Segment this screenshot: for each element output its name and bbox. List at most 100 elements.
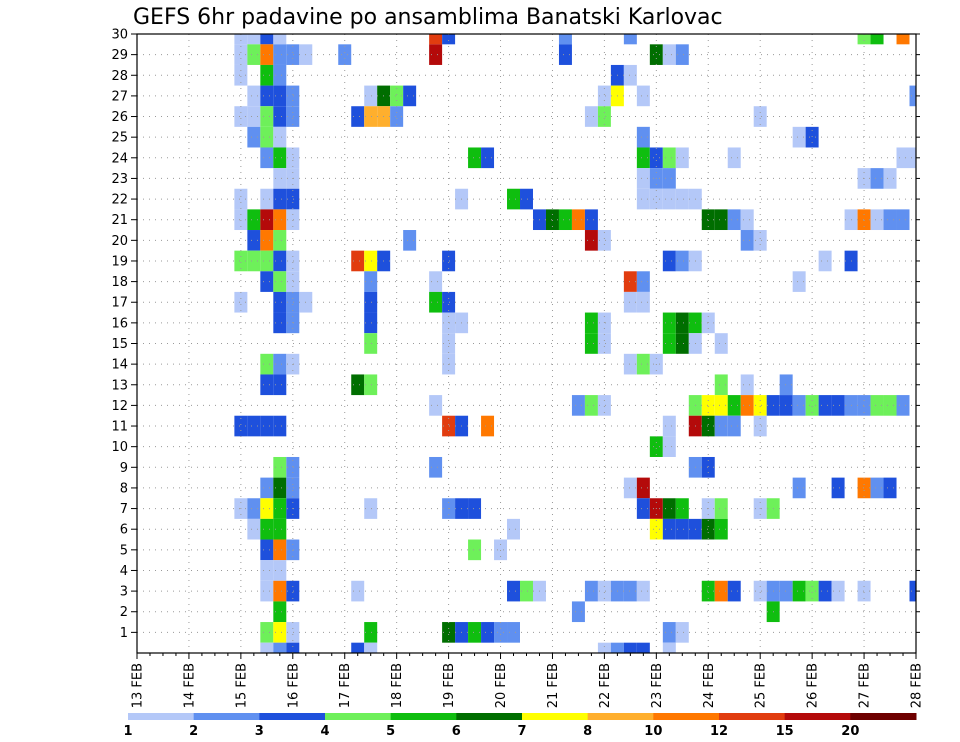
heatmap-cell [364, 642, 378, 653]
heatmap-cell [909, 85, 916, 107]
heatmap-cell [429, 271, 443, 292]
heatmap-cell [286, 44, 300, 65]
colorbar-label: 1 [123, 724, 132, 739]
heatmap-cell [260, 560, 274, 581]
x-tick-label: 18 FEB [390, 663, 405, 708]
heatmap-cell [247, 44, 261, 65]
heatmap-cell [779, 395, 793, 416]
heatmap-cell [247, 498, 261, 519]
heatmap-cell [273, 622, 287, 643]
heatmap-cell [597, 580, 611, 602]
heatmap-cell [623, 580, 637, 602]
x-tick-label: 14 FEB [182, 663, 197, 708]
x-tick-label: 26 FEB [806, 663, 821, 708]
y-tick-label: 21 [111, 213, 128, 228]
colorbar-segment [456, 713, 523, 720]
heatmap-cell [649, 436, 663, 457]
x-tick-label: 20 FEB [494, 663, 509, 708]
heatmap-cell [273, 209, 287, 231]
y-tick-label: 20 [111, 234, 128, 249]
heatmap-cell [714, 518, 728, 540]
heatmap-cell [247, 106, 261, 127]
x-tick-label: 19 FEB [442, 663, 457, 708]
y-tick-label: 9 [120, 461, 128, 476]
heatmap-cell [390, 85, 404, 107]
heatmap-cell [740, 374, 754, 396]
heatmap-cell [494, 622, 508, 643]
heatmap-cell [234, 106, 248, 127]
colorbar-label: 15 [776, 724, 794, 739]
x-tick-label: 15 FEB [234, 663, 249, 708]
heatmap-cell [727, 415, 741, 437]
heatmap-cell [429, 44, 443, 65]
heatmap-cell [896, 34, 910, 45]
heatmap-cell [234, 250, 248, 272]
heatmap-cell [701, 456, 715, 478]
heatmap-cell [636, 147, 650, 169]
y-tick-label: 27 [111, 89, 128, 104]
heatmap-cell [740, 230, 754, 251]
heatmap-cell [260, 85, 274, 107]
y-tick-label: 8 [120, 481, 128, 496]
heatmap-cell [442, 34, 456, 45]
heatmap-cell [701, 415, 715, 437]
heatmap-cell [364, 85, 378, 107]
heatmap-cell [260, 250, 274, 272]
heatmap-cell [468, 622, 482, 643]
heatmap-cell [273, 374, 287, 396]
y-tick-label: 28 [111, 69, 128, 84]
heatmap-cell [636, 580, 650, 602]
heatmap-cell [675, 250, 689, 272]
heatmap-cell [338, 44, 352, 65]
heatmap-cell [727, 395, 741, 416]
heatmap-cell [636, 291, 650, 313]
heatmap-cell [753, 106, 767, 127]
heatmap-cell [883, 477, 897, 499]
heatmap-cell [883, 168, 897, 189]
chart-title: GEFS 6hr padavine po ansamblima Banatski… [133, 5, 723, 30]
heatmap-cell [727, 209, 741, 231]
heatmap-cell [507, 518, 520, 540]
heatmap-cell [468, 539, 482, 561]
heatmap-cell [896, 147, 910, 169]
heatmap-cell [273, 456, 287, 478]
y-tick-label: 6 [120, 523, 128, 538]
colorbar-segment [587, 713, 654, 720]
heatmap-cell [636, 353, 650, 375]
heatmap-cell [909, 147, 916, 169]
heatmap-cell [364, 271, 378, 292]
heatmap-cell [649, 44, 663, 65]
heatmap-cell [507, 622, 520, 643]
y-tick-label: 18 [111, 275, 128, 290]
heatmap-cell [584, 580, 598, 602]
y-axis-ticks: 1234567891011121314151617181920212223242… [111, 28, 920, 641]
x-tick-label: 27 FEB [858, 663, 873, 708]
heatmap-cell [286, 106, 300, 127]
heatmap-cell [727, 580, 741, 602]
heatmap-cell [623, 64, 637, 86]
colorbar-label: 20 [841, 724, 859, 739]
heatmap-cell [273, 312, 287, 334]
heatmap-cell [260, 374, 274, 396]
colorbar-segment [128, 713, 195, 720]
colorbar-segment [850, 713, 917, 720]
colorbar-segment [784, 713, 851, 720]
heatmap-cell [260, 642, 274, 653]
heatmap-cell [260, 34, 274, 45]
heatmap-cell [909, 580, 916, 602]
y-tick-label: 19 [111, 254, 128, 269]
heatmap-cell [870, 477, 884, 499]
heatmap-cell [273, 560, 287, 581]
heatmap-cell [442, 250, 456, 272]
x-tick-label: 25 FEB [754, 663, 769, 708]
heatmap-cell [597, 106, 611, 127]
heatmap-cell [351, 642, 365, 653]
x-tick-label: 28 FEB [910, 663, 925, 708]
heatmap-cell [597, 395, 611, 416]
heatmap-cell [662, 415, 676, 437]
x-tick-label: 17 FEB [338, 663, 353, 708]
heatmap-cell [558, 44, 572, 65]
heatmap-cell [286, 580, 300, 602]
heatmap-cell [597, 230, 611, 251]
heatmap-cell [247, 34, 261, 45]
